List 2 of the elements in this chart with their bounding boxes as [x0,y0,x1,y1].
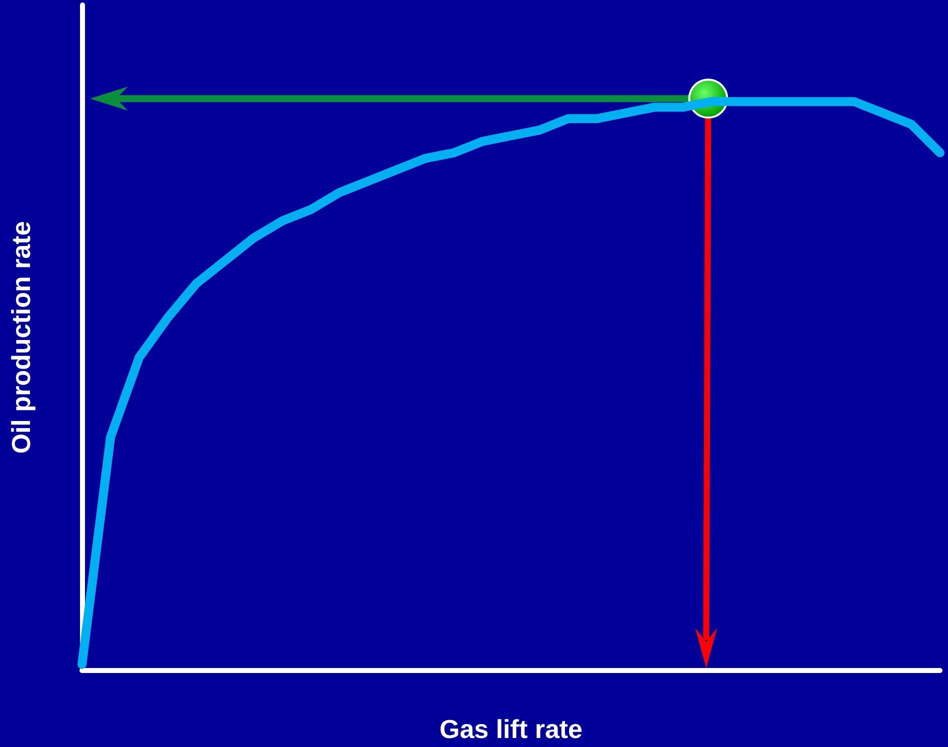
y-axis-title: Oil production rate [6,221,36,454]
x-axis-title: Gas lift rate [439,714,583,744]
